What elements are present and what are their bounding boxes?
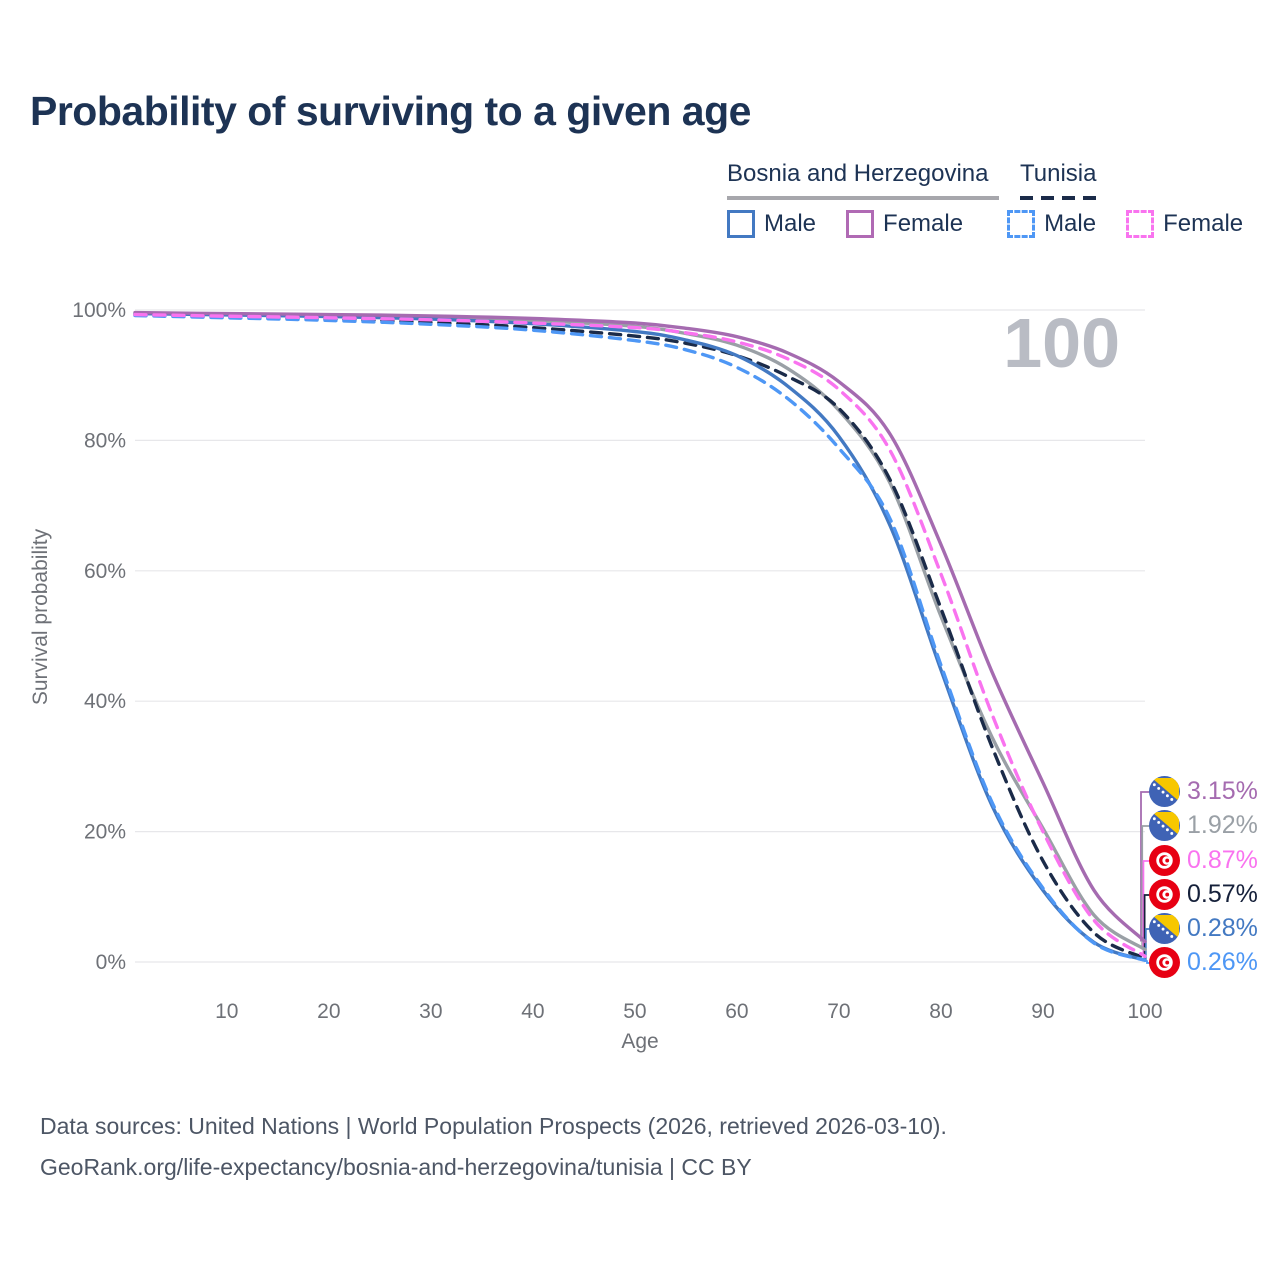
attribution-line: GeoRank.org/life-expectancy/bosnia-and-h…: [40, 1154, 752, 1180]
x-axis-tick-labels: 10 20 30 40 50 60 70 80 90 100: [215, 1000, 1162, 1023]
legend-item-tunisia-male-label: Male: [1044, 210, 1097, 237]
end-label-leader-lines: [1140, 791, 1150, 964]
bosnia-solid-line-swatch: [727, 196, 999, 200]
bosnia-flag-icon: [1149, 913, 1180, 944]
leader-line-1: [1141, 825, 1150, 950]
legend-item-tunisia-female[interactable]: Female: [1126, 210, 1243, 238]
svg-text:70: 70: [827, 1000, 850, 1023]
bosnia-female-checkbox-icon[interactable]: [846, 210, 875, 238]
tunisia-flag-icon: [1149, 879, 1180, 910]
end-label-value: 1.92%: [1187, 811, 1258, 839]
tunisia-male-checkbox-icon[interactable]: [1007, 210, 1036, 238]
end-label-row: 0.26%: [1149, 947, 1258, 978]
leader-line-5: [1146, 960, 1150, 964]
end-label-row: 3.15%: [1149, 776, 1258, 807]
legend-item-tunisia-female-label: Female: [1163, 210, 1244, 237]
legend-item-tunisia-male[interactable]: Male: [1007, 210, 1096, 238]
svg-text:100%: 100%: [72, 299, 126, 322]
legend-group-tunisia-label: Tunisia: [1020, 160, 1097, 187]
legend-item-bosnia-male-label: Male: [764, 210, 817, 237]
end-label-value: 3.15%: [1187, 777, 1258, 805]
curve-0: [133, 311, 1147, 952]
bosnia-flag-icon: [1149, 776, 1180, 807]
age-watermark: 100: [1003, 304, 1120, 382]
curve-2: [133, 311, 1147, 962]
svg-text:0%: 0%: [96, 951, 126, 974]
curve-1: [133, 313, 1147, 960]
end-label-row: 0.57%: [1149, 879, 1258, 910]
page-title: Probability of surviving to a given age: [30, 88, 751, 134]
svg-text:30: 30: [419, 1000, 442, 1023]
svg-text:60: 60: [725, 1000, 748, 1023]
bosnia-male-checkbox-icon[interactable]: [727, 210, 755, 238]
end-label-value: 0.28%: [1187, 914, 1258, 942]
svg-text:40: 40: [521, 1000, 544, 1023]
curve-4: [133, 310, 1147, 944]
legend-item-bosnia-female-label: Female: [883, 210, 964, 237]
tunisia-flag-icon: [1149, 947, 1180, 978]
svg-text:60%: 60%: [84, 560, 126, 583]
svg-text:100: 100: [1127, 1000, 1162, 1023]
leader-line-2: [1142, 860, 1150, 957]
svg-text:10: 10: [215, 1000, 238, 1023]
end-label-value: 0.57%: [1187, 880, 1258, 908]
y-axis-tick-labels: 0% 20% 40% 60% 80% 100%: [72, 299, 126, 974]
svg-text:80: 80: [929, 1000, 952, 1023]
data-sources-line: Data sources: United Nations | World Pop…: [40, 1113, 947, 1139]
tunisia-dashed-line-swatch: [1020, 196, 1102, 200]
legend-group-bosnia: Bosnia and Herzegovina: [727, 160, 1020, 200]
bosnia-flag-icon: [1149, 810, 1180, 841]
legend-item-bosnia-male[interactable]: Male: [727, 210, 816, 238]
leader-line-0: [1140, 791, 1150, 942]
end-label-row: 0.28%: [1149, 913, 1258, 944]
end-label-row: 1.92%: [1149, 810, 1258, 841]
end-label-value: 0.26%: [1187, 948, 1258, 976]
legend-group-bosnia-label: Bosnia and Herzegovina: [727, 160, 989, 187]
end-label-row: 0.87%: [1149, 845, 1258, 876]
footer: Data sources: United Nations | World Pop…: [40, 1106, 947, 1188]
legend-group-tunisia: Tunisia: [1020, 160, 1102, 200]
svg-text:80%: 80%: [84, 429, 126, 452]
tunisia-female-checkbox-icon[interactable]: [1126, 210, 1155, 238]
legend-item-bosnia-female[interactable]: Female: [846, 210, 963, 238]
y-axis-title: Survival probability: [29, 528, 52, 705]
gridlines: [135, 309, 1145, 963]
curve-3: [133, 313, 1147, 962]
svg-text:50: 50: [623, 1000, 646, 1023]
curve-5: [133, 312, 1147, 958]
svg-text:20: 20: [317, 1000, 340, 1023]
legend: Bosnia and Herzegovina Tunisia Male Fema…: [727, 160, 1257, 238]
svg-text:90: 90: [1031, 1000, 1054, 1023]
survival-curves: [133, 310, 1147, 962]
leader-line-3: [1143, 894, 1150, 959]
end-label-value: 0.87%: [1187, 846, 1258, 874]
tunisia-flag-icon: [1149, 845, 1180, 876]
svg-text:20%: 20%: [84, 821, 126, 844]
svg-text:40%: 40%: [84, 690, 126, 713]
x-axis-title: Age: [621, 1030, 658, 1053]
